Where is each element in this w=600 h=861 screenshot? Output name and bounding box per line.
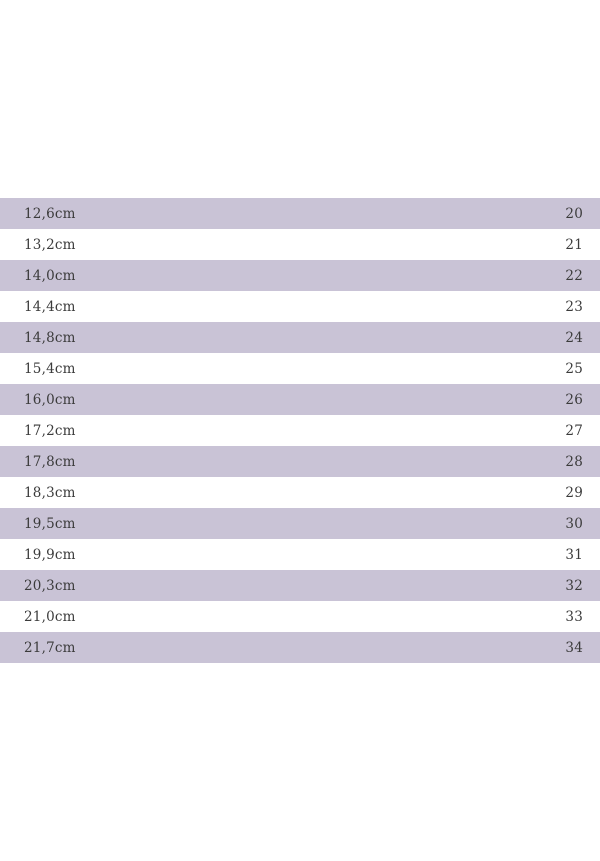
shoe-size-cell: 20 bbox=[565, 205, 583, 222]
table-row: 12,6cm 20 bbox=[0, 198, 600, 229]
table-row: 15,4cm 25 bbox=[0, 353, 600, 384]
foot-length-cell: 21,0cm bbox=[24, 608, 76, 625]
table-row: 21,0cm 33 bbox=[0, 601, 600, 632]
table-row: 14,8cm 24 bbox=[0, 322, 600, 353]
table-row: 16,0cm 26 bbox=[0, 384, 600, 415]
shoe-size-cell: 27 bbox=[565, 422, 583, 439]
size-chart-table: 12,6cm 20 13,2cm 21 14,0cm 22 14,4cm 23 … bbox=[0, 198, 600, 663]
table-row: 18,3cm 29 bbox=[0, 477, 600, 508]
shoe-size-cell: 28 bbox=[565, 453, 583, 470]
shoe-size-cell: 23 bbox=[565, 298, 583, 315]
foot-length-cell: 17,2cm bbox=[24, 422, 76, 439]
shoe-size-cell: 29 bbox=[565, 484, 583, 501]
shoe-size-cell: 32 bbox=[565, 577, 583, 594]
shoe-size-cell: 34 bbox=[565, 639, 583, 656]
table-row: 19,5cm 30 bbox=[0, 508, 600, 539]
foot-length-cell: 19,5cm bbox=[24, 515, 76, 532]
table-row: 14,4cm 23 bbox=[0, 291, 600, 322]
shoe-size-cell: 24 bbox=[565, 329, 583, 346]
shoe-size-cell: 21 bbox=[565, 236, 583, 253]
foot-length-cell: 14,4cm bbox=[24, 298, 76, 315]
shoe-size-cell: 33 bbox=[565, 608, 583, 625]
table-row: 14,0cm 22 bbox=[0, 260, 600, 291]
table-row: 20,3cm 32 bbox=[0, 570, 600, 601]
foot-length-cell: 13,2cm bbox=[24, 236, 76, 253]
foot-length-cell: 21,7cm bbox=[24, 639, 76, 656]
foot-length-cell: 15,4cm bbox=[24, 360, 76, 377]
foot-length-cell: 19,9cm bbox=[24, 546, 76, 563]
table-row: 13,2cm 21 bbox=[0, 229, 600, 260]
foot-length-cell: 17,8cm bbox=[24, 453, 76, 470]
shoe-size-cell: 25 bbox=[565, 360, 583, 377]
table-row: 17,8cm 28 bbox=[0, 446, 600, 477]
foot-length-cell: 16,0cm bbox=[24, 391, 76, 408]
shoe-size-cell: 30 bbox=[565, 515, 583, 532]
foot-length-cell: 14,0cm bbox=[24, 267, 76, 284]
table-row: 19,9cm 31 bbox=[0, 539, 600, 570]
foot-length-cell: 12,6cm bbox=[24, 205, 76, 222]
shoe-size-cell: 22 bbox=[565, 267, 583, 284]
foot-length-cell: 18,3cm bbox=[24, 484, 76, 501]
foot-length-cell: 20,3cm bbox=[24, 577, 76, 594]
shoe-size-cell: 31 bbox=[565, 546, 583, 563]
shoe-size-cell: 26 bbox=[565, 391, 583, 408]
table-row: 21,7cm 34 bbox=[0, 632, 600, 663]
foot-length-cell: 14,8cm bbox=[24, 329, 76, 346]
table-row: 17,2cm 27 bbox=[0, 415, 600, 446]
